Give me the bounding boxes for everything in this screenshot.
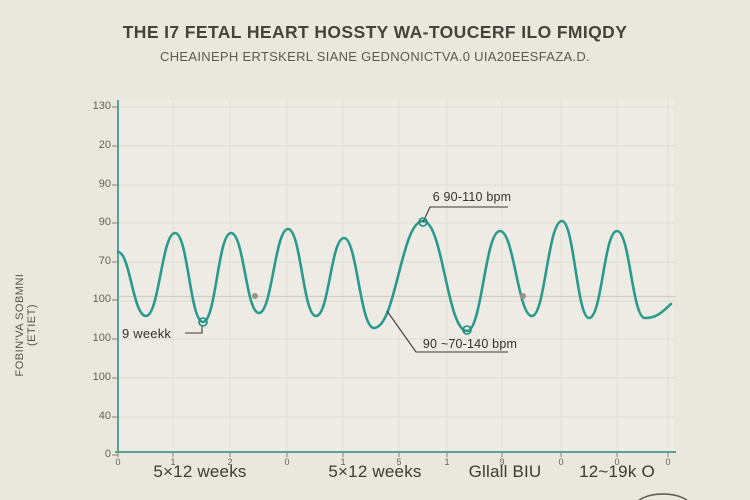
- x-group-label: 5×12 weeks: [153, 462, 247, 481]
- y-tick-label: 100: [92, 293, 111, 305]
- y-axis-label: FOBIN'VA SOBMNI (ETIET): [14, 273, 38, 377]
- y-tick-label: 90: [98, 216, 111, 228]
- x-tick-label: 0: [614, 457, 620, 467]
- x-tick-label: 5: [396, 457, 402, 467]
- x-tick-label: 1: [444, 457, 450, 467]
- heart-rate-wave-line: [116, 219, 673, 333]
- vertical-gridlines: [172, 100, 669, 452]
- y-tick-label: 40: [98, 410, 111, 422]
- y-tick-label: 70: [98, 255, 111, 267]
- annotation-range-bpm: 90 ~70-140 bpm: [422, 337, 518, 351]
- x-tick-label: 2: [227, 457, 233, 467]
- x-tick-marks: [117, 452, 669, 457]
- x-tick-label: 1: [340, 457, 346, 467]
- x-group-label: Gllall BIU: [468, 462, 542, 481]
- y-tick-marks: [112, 106, 118, 456]
- x-tick-label: 0: [284, 457, 290, 467]
- chart-subtitle: CHEAINEPH ERTSKERL SIANE GEDNONICTVA.0 U…: [160, 49, 590, 64]
- reference-line: [118, 295, 676, 302]
- x-group-label: 12~19k O: [579, 462, 655, 481]
- plot-area: [118, 100, 674, 452]
- annotation-week: 9 weekk: [122, 326, 172, 341]
- y-tick-label: 100: [92, 332, 111, 344]
- gray-dot-markers: [252, 293, 526, 299]
- bottom-right-ellipse: [638, 493, 688, 500]
- y-tick-label: 100: [92, 371, 111, 383]
- chart-title: THE I7 FETAL HEART HOSSTY WA-TOUCERF ILO…: [122, 22, 628, 42]
- y-tick-label: 20: [98, 139, 111, 151]
- annotation-peak-bpm: 6 90-110 bpm: [432, 190, 512, 204]
- x-tick-label: 0: [558, 457, 564, 467]
- data-point-markers: [198, 217, 472, 335]
- annotation-leader-lines: [185, 206, 508, 353]
- y-tick-label: 130: [92, 100, 111, 112]
- y-tick-label: 0: [104, 448, 111, 460]
- x-group-label: 5×12 weeks: [328, 462, 422, 481]
- x-tick-label: 9: [499, 457, 505, 467]
- y-tick-label: 90: [98, 178, 111, 190]
- x-tick-label: 1: [170, 457, 176, 467]
- horizontal-gridlines: [118, 106, 674, 418]
- x-tick-label: 0: [665, 457, 671, 467]
- x-tick-label: 0: [115, 457, 121, 467]
